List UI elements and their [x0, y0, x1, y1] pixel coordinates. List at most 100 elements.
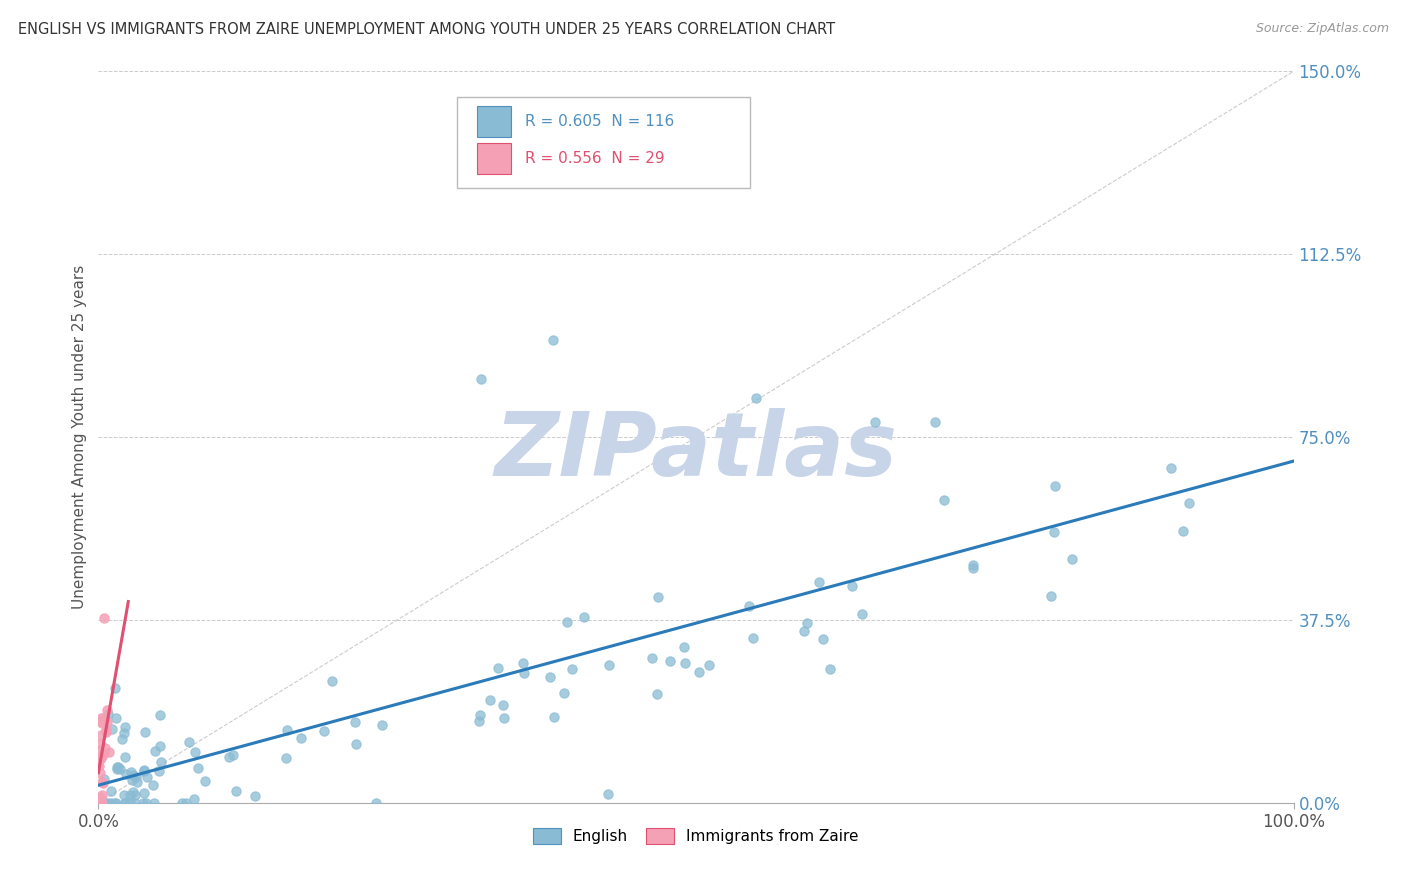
Point: [125, 775, 148, 789]
Point: [492, 698, 515, 712]
Point: [738, 599, 761, 614]
Point: [149, 739, 172, 754]
Point: [87, 753, 110, 767]
Point: [561, 662, 583, 676]
Point: [820, 662, 842, 676]
Point: [673, 656, 696, 670]
Point: [114, 720, 136, 734]
Point: [218, 750, 240, 764]
Point: [108, 762, 131, 776]
Point: [225, 784, 247, 798]
Point: [94, 725, 117, 739]
Point: [100, 784, 122, 798]
Point: [793, 624, 815, 639]
Point: [100, 796, 122, 810]
Point: [553, 686, 575, 700]
Point: [112, 788, 135, 802]
Point: [290, 731, 312, 745]
Point: [105, 711, 128, 725]
Point: [105, 762, 128, 776]
Point: [572, 609, 595, 624]
Point: [647, 687, 669, 701]
Point: [697, 657, 720, 672]
Point: [513, 666, 536, 681]
Point: [312, 723, 335, 738]
Point: [90, 728, 112, 742]
Point: [96, 702, 118, 716]
Point: [89, 765, 111, 780]
Point: [93, 775, 115, 789]
Legend: English, Immigrants from Zaire: English, Immigrants from Zaire: [527, 822, 865, 850]
Point: [541, 333, 564, 347]
Point: [174, 796, 197, 810]
Point: [111, 731, 134, 746]
Point: [598, 787, 620, 801]
Text: ZIPatlas: ZIPatlas: [495, 409, 897, 495]
Point: [104, 796, 127, 810]
Point: [1043, 525, 1066, 540]
Point: [90, 711, 112, 725]
Point: [145, 744, 167, 758]
Point: [101, 723, 124, 737]
Point: [647, 590, 669, 604]
Point: [134, 763, 156, 777]
Bar: [477, 106, 510, 137]
Point: [745, 391, 768, 405]
Point: [149, 708, 172, 723]
Text: Source: ZipAtlas.com: Source: ZipAtlas.com: [1256, 22, 1389, 36]
Point: [150, 756, 173, 770]
Point: [659, 654, 682, 668]
Point: [97, 796, 120, 810]
Point: [276, 723, 298, 738]
Point: [134, 725, 156, 739]
Point: [112, 726, 135, 740]
Point: [486, 660, 509, 674]
Point: [131, 796, 153, 810]
Point: [555, 615, 578, 629]
Point: [107, 759, 129, 773]
Point: [91, 749, 114, 764]
Point: [96, 714, 118, 729]
Point: [114, 796, 136, 810]
Point: [135, 770, 157, 784]
Point: [90, 751, 112, 765]
Point: [91, 747, 114, 762]
Point: [641, 650, 664, 665]
Point: [851, 607, 873, 622]
Point: [183, 745, 205, 759]
Point: [962, 561, 984, 575]
Point: [89, 754, 111, 768]
Point: [122, 767, 145, 781]
Point: [492, 711, 515, 725]
Point: [222, 747, 245, 762]
Point: [1062, 552, 1084, 566]
Point: [934, 493, 956, 508]
Point: [132, 764, 155, 778]
Y-axis label: Unemployment Among Youth under 25 years: Unemployment Among Youth under 25 years: [72, 265, 87, 609]
Point: [121, 785, 143, 799]
Point: [97, 745, 120, 759]
Point: [172, 796, 194, 810]
Point: [321, 674, 343, 689]
Point: [344, 715, 367, 730]
Point: [1178, 496, 1201, 510]
Point: [194, 773, 217, 788]
Point: [598, 658, 620, 673]
Point: [796, 615, 818, 630]
Point: [370, 718, 392, 732]
Point: [93, 746, 115, 760]
Point: [688, 665, 710, 679]
Point: [132, 785, 155, 799]
Point: [1039, 589, 1062, 603]
Point: [841, 579, 863, 593]
Point: [512, 657, 534, 671]
Point: [1043, 479, 1066, 493]
Point: [97, 707, 120, 722]
Point: [121, 772, 143, 787]
Point: [93, 741, 115, 756]
Point: [924, 416, 946, 430]
Point: [120, 765, 142, 780]
Point: [91, 711, 114, 725]
Point: [468, 714, 491, 729]
Text: R = 0.556  N = 29: R = 0.556 N = 29: [524, 151, 665, 166]
